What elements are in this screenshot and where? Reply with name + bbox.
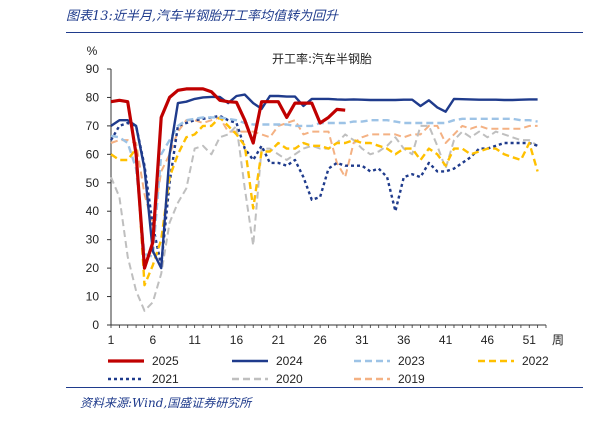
- y-tick-label: 90: [86, 62, 100, 76]
- figure-title: 图表13:近半月,汽车半钢胎开工率均值转为回升: [66, 9, 339, 24]
- x-tick-label: 26: [313, 333, 327, 347]
- legend-label-2024: 2024: [276, 354, 303, 368]
- series-line-2020: [110, 124, 539, 312]
- x-tick-label: 11: [188, 333, 201, 347]
- series-line-2019: [110, 116, 538, 227]
- x-tick-label: 16: [230, 333, 244, 347]
- series-line-2022: [110, 116, 539, 287]
- legend-label-2021: 2021: [152, 372, 179, 386]
- bottom-rule: [66, 387, 583, 388]
- top-rule: [66, 32, 583, 33]
- y-tick-label: 30: [86, 233, 100, 247]
- x-tick-label: 36: [397, 333, 411, 347]
- chart-legend: 2025 2024 2023 2022 2021 2020 2019: [108, 354, 549, 386]
- series-line-2025: [110, 87, 346, 270]
- x-tick-label: 41: [439, 333, 453, 347]
- series-line-2024: [110, 93, 538, 270]
- legend-label-2022: 2022: [522, 354, 549, 368]
- series-line-2023: [110, 116, 538, 258]
- x-tick-label: 1: [108, 333, 115, 347]
- y-tick-label: 80: [86, 90, 100, 104]
- x-tick-label: 31: [355, 333, 369, 347]
- legend-label-2023: 2023: [398, 354, 425, 368]
- x-tick-label: 51: [523, 333, 537, 347]
- legend-label-2025: 2025: [152, 354, 179, 368]
- source-note: 资料来源:Wind,国盛证券研究所: [80, 396, 252, 410]
- y-axis-unit: %: [87, 44, 98, 58]
- x-tick-label: 21: [272, 333, 286, 347]
- y-tick-label: 50: [86, 176, 100, 190]
- y-tick-label: 60: [86, 147, 100, 161]
- legend-label-2019: 2019: [398, 372, 425, 386]
- chart-title: 开工率:汽车半钢胎: [272, 51, 372, 66]
- x-tick-label: 6: [149, 333, 156, 347]
- chart-series: [109, 87, 539, 312]
- y-tick-label: 20: [86, 261, 100, 275]
- y-tick-label: 40: [86, 204, 100, 218]
- legend-label-2020: 2020: [276, 372, 303, 386]
- x-tick-label: 46: [481, 333, 495, 347]
- x-axis-unit: 周: [552, 333, 564, 347]
- y-tick-label: 70: [86, 119, 100, 133]
- y-tick-label: 0: [92, 318, 99, 332]
- y-tick-label: 10: [86, 290, 100, 304]
